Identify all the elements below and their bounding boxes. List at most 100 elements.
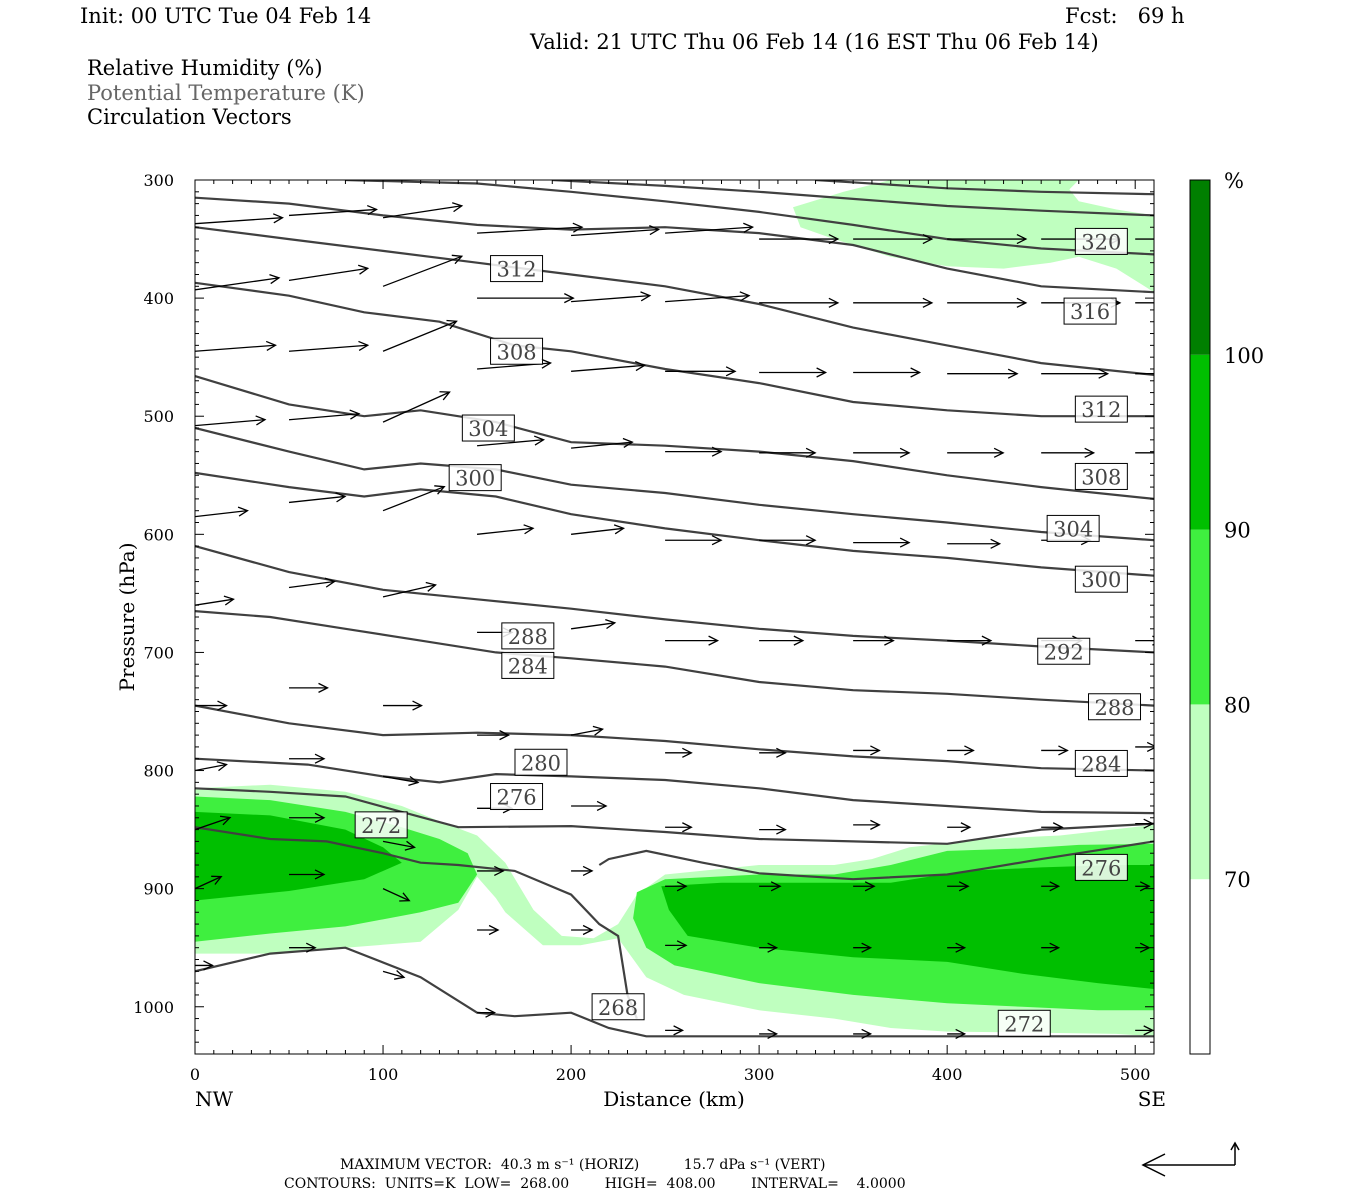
contour-label-box [490, 783, 544, 811]
contour-label-text: 284 [1081, 752, 1121, 776]
vector-arrow [1135, 818, 1154, 829]
vector-shaft [571, 295, 650, 303]
vector-arrow [759, 747, 787, 758]
vector-head [394, 970, 406, 980]
colorbar-label: 90 [1224, 519, 1251, 543]
vector-arrow [382, 202, 464, 219]
vector-arrow [1041, 447, 1096, 458]
vector-head [203, 960, 214, 971]
vector-shaft [288, 580, 335, 589]
vector-arrow [571, 865, 594, 877]
vector-arrow [947, 881, 970, 892]
isentrope-276 [195, 787, 1154, 845]
vector-arrow [477, 730, 511, 741]
contour-label: 272 [997, 1009, 1051, 1037]
contour-label-text: 312 [1081, 398, 1121, 422]
contour-label-text: 292 [1044, 640, 1084, 664]
vector-head [216, 761, 228, 772]
vector-head [237, 506, 249, 517]
y-tick-label: 600 [143, 525, 174, 544]
vector-shaft [571, 364, 645, 372]
contour-label-text: 300 [1081, 568, 1121, 592]
vector-head [366, 204, 378, 216]
contour-label: 320 [1074, 227, 1128, 255]
vector-head [217, 700, 228, 711]
contour-label-box [1074, 462, 1128, 490]
vector-shaft [665, 226, 753, 234]
valid-time: Valid: 21 UTC Thu 06 Feb 14 (16 EST Thu … [530, 30, 1099, 54]
vector-arrow [853, 297, 934, 308]
vector-shaft [382, 888, 410, 902]
vector-head [1143, 818, 1154, 829]
x-tick-label: 200 [556, 1065, 587, 1084]
vector-arrow [665, 822, 693, 833]
vector-shaft [195, 217, 283, 225]
vector-arrow [853, 537, 911, 548]
vector-head [622, 437, 634, 449]
y-axis-title: Pressure (hPa) [115, 543, 139, 692]
legend-theta: Potential Temperature (K) [87, 81, 365, 105]
vector-arrow [665, 446, 723, 457]
vector-arrow [759, 297, 840, 308]
max-vector-info: MAXIMUM VECTOR: 40.3 m s⁻¹ (HORIZ) 15.7 … [340, 1157, 826, 1173]
vector-shaft [195, 509, 248, 518]
y-tick-label: 1000 [133, 998, 174, 1017]
contour-labels: 320 312 316 308 312 304 300 308 304 300 288 292 284 2… [354, 227, 1142, 1037]
vector-head [1016, 297, 1028, 308]
colorbar-segment [1190, 879, 1210, 1054]
vector-head [793, 635, 805, 646]
vector-arrow [759, 447, 817, 458]
contour-label: 284 [1074, 749, 1128, 777]
vector-head [1170, 448, 1179, 457]
vector-head [634, 360, 647, 372]
vector-shaft [477, 439, 544, 447]
vector-arrow [1135, 302, 1154, 304]
vector-arrow [759, 233, 840, 245]
contour-label-box [514, 748, 568, 776]
contour-label: 284 [501, 651, 555, 679]
axes: 300 400 500 600 700 800 900 1000 0 100 200 300 400 50… [115, 171, 1166, 1111]
vector-arrow [382, 254, 464, 287]
vector-head [682, 747, 693, 758]
vector-head [955, 942, 967, 953]
vector-shaft [195, 763, 227, 772]
vector-head [485, 1007, 497, 1018]
contour-label-text: 304 [1053, 517, 1093, 541]
vector-arrow [1041, 881, 1061, 892]
contour-label-box [461, 414, 515, 442]
isentrope-316 [195, 226, 1154, 376]
colorbar-segment [1190, 180, 1210, 355]
vector-arrow [665, 1025, 685, 1036]
vector-head [960, 822, 972, 833]
colorbar-unit: % [1224, 169, 1244, 193]
vector-head [864, 881, 876, 892]
vector-arrow [382, 391, 451, 423]
vector-head [708, 635, 720, 646]
contour-label-text: 268 [598, 996, 638, 1020]
contour-label: 312 [1074, 395, 1128, 423]
vector-arrow [477, 435, 546, 447]
isentrope-268 [195, 946, 1154, 1038]
vector-head [767, 942, 779, 953]
colorbar-segment [1190, 704, 1210, 880]
vector-arrow [853, 635, 895, 646]
contour-label-box [591, 993, 645, 1021]
vector-arrow [1135, 635, 1154, 646]
vector-head [219, 815, 232, 826]
contour-label-text: 272 [361, 814, 401, 838]
vector-head [404, 840, 416, 851]
vector-head [964, 745, 975, 756]
vector-head [1049, 881, 1061, 892]
vector-head [725, 366, 737, 377]
vector-arrow [477, 222, 584, 234]
vector-head [324, 577, 336, 588]
vector-arrow [665, 881, 688, 892]
vector-arrow [289, 869, 326, 880]
vector-head [673, 1025, 685, 1036]
vector-arrow [1135, 238, 1154, 240]
vector-shaft [571, 441, 633, 449]
vector-head [743, 222, 755, 233]
contour-label-text: 312 [497, 258, 537, 282]
contour-label: 292 [1037, 637, 1091, 665]
vector-head [358, 340, 370, 351]
